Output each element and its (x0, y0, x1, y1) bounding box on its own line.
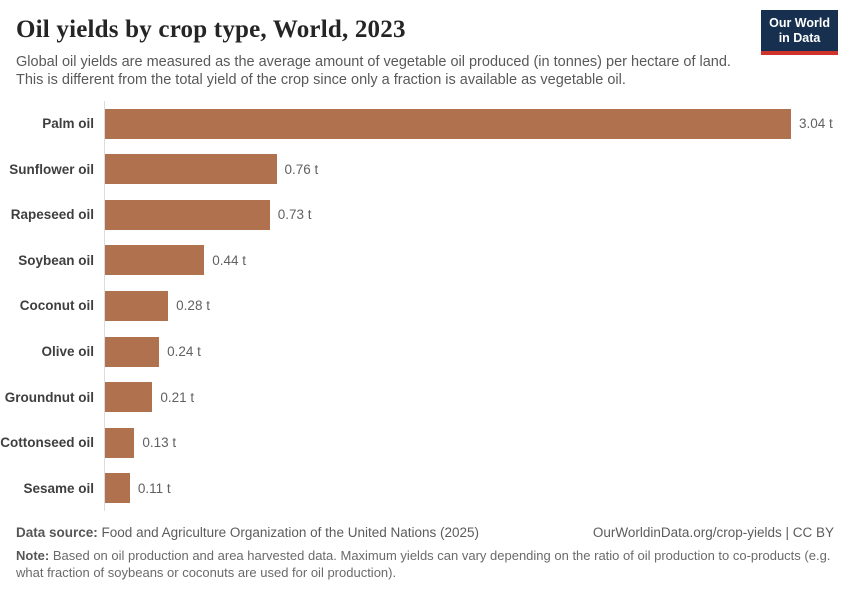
footer-note: Note: Based on oil production and area h… (16, 547, 834, 581)
category-label: Groundnut oil (4, 389, 94, 405)
bar-row: Groundnut oil 0.21 t (0, 374, 850, 420)
bar-cell: 0.21 t (104, 374, 850, 420)
bar-cell: 3.04 t (104, 100, 850, 147)
value-label: 0.44 t (212, 252, 247, 268)
data-source-text: Food and Agriculture Organization of the… (101, 525, 480, 541)
category-label: Coconut oil (19, 298, 94, 314)
bar-row: Palm oil 3.04 t (0, 100, 850, 147)
category-label: Sesame oil (23, 480, 94, 496)
chart-title: Oil yields by crop type, World, 2023 (16, 16, 406, 43)
bar-cell: 0.11 t (104, 465, 850, 512)
bar-cell: 0.13 t (104, 419, 850, 466)
data-source-label: Data source: (16, 525, 98, 541)
value-label: 3.04 t (799, 116, 833, 132)
value-label: 0.28 t (176, 298, 210, 314)
chart-footer: Data source: Food and Agriculture Organi… (0, 511, 850, 581)
value-label: 0.11 t (137, 480, 171, 496)
bar-cell: 0.76 t (104, 146, 850, 192)
note-label: Note: (16, 548, 50, 564)
bar[interactable] (105, 199, 270, 230)
bar[interactable] (105, 336, 160, 367)
bar[interactable] (105, 290, 169, 321)
owid-logo-line2: in Data (778, 31, 821, 46)
category-label: Cottonseed oil (0, 435, 94, 451)
bar-row: Olive oil 0.24 t (0, 328, 850, 375)
category-label: Sunflower oil (9, 161, 94, 177)
owid-logo-line1: Our World (769, 16, 830, 30)
owid-logo[interactable]: Our World in Data (761, 10, 838, 55)
value-label: 0.13 t (142, 435, 177, 451)
category-label: Palm oil (42, 116, 94, 132)
data-source: Data source: Food and Agriculture Organi… (16, 525, 479, 540)
bar[interactable] (105, 154, 277, 185)
bar[interactable] (105, 108, 791, 139)
value-label: 0.24 t (167, 344, 201, 360)
bar-cell: 0.28 t (104, 283, 850, 329)
category-label: Olive oil (41, 344, 94, 360)
rights-link[interactable]: OurWorldinData.org/crop-yields | CC BY (592, 525, 834, 541)
value-label: 0.76 t (284, 161, 319, 177)
category-label: Rapeseed oil (10, 207, 94, 223)
bar-row: Soybean oil 0.44 t (0, 237, 850, 284)
bar[interactable] (105, 245, 205, 276)
bar-row: Coconut oil 0.28 t (0, 283, 850, 329)
chart-header: Oil yields by crop type, World, 2023 Glo… (0, 0, 850, 89)
bar-row: Sunflower oil 0.76 t (0, 146, 850, 192)
bar-cell: 0.24 t (104, 328, 850, 375)
note-text: Based on oil production and area harvest… (16, 548, 831, 581)
bar-row: Sesame oil 0.11 t (0, 465, 850, 512)
value-label: 0.21 t (160, 389, 195, 405)
value-label: 0.73 t (277, 207, 312, 223)
bar-row: Cottonseed oil 0.13 t (0, 419, 850, 466)
bar-chart: Palm oil 3.04 t Sunflower oil 0.76 t Rapesee… (0, 100, 850, 512)
chart-subtitle: Global oil yields are measured as the av… (16, 53, 731, 88)
bar[interactable] (105, 473, 130, 504)
bar-cell: 0.44 t (104, 237, 850, 284)
bar[interactable] (105, 382, 153, 413)
category-label: Soybean oil (18, 252, 94, 268)
footer-source-row: Data source: Food and Agriculture Organi… (16, 525, 834, 540)
bar-cell: 0.73 t (104, 191, 850, 238)
bar-row: Rapeseed oil 0.73 t (0, 191, 850, 238)
bar[interactable] (105, 427, 135, 458)
